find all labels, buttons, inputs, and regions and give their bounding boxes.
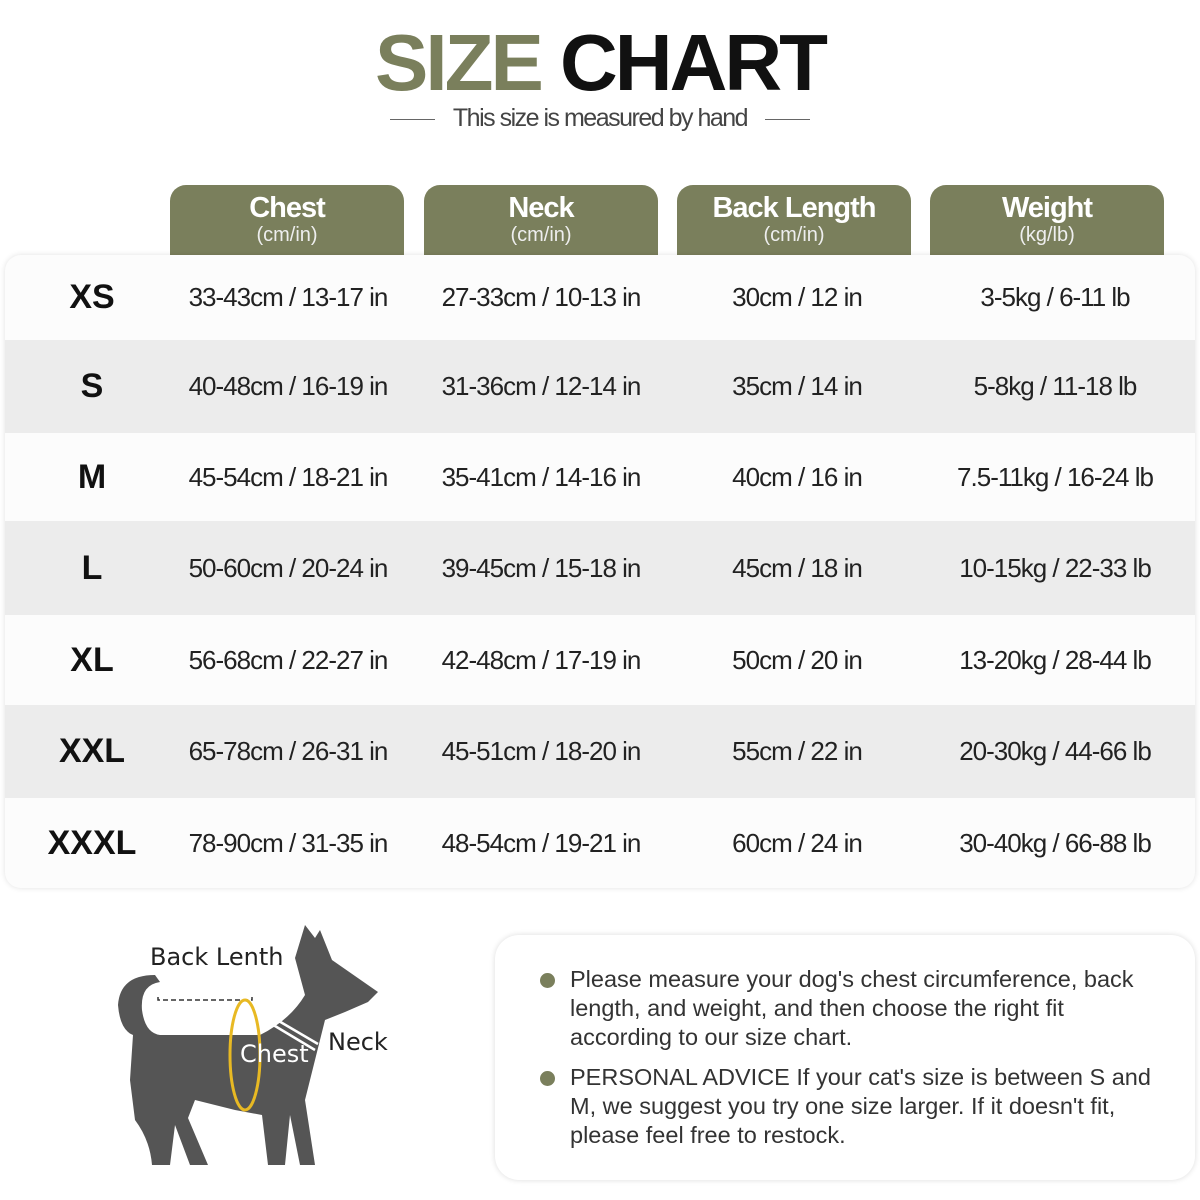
- cell-chest: 50-60cm / 20-24 in: [188, 552, 389, 583]
- size-table: XS 33-43cm / 13-17 in 27-33cm / 10-13 in 30…: [5, 255, 1195, 888]
- cell-weight: 5-8kg / 11-18 lb: [973, 371, 1138, 401]
- cell-neck: 27-33cm / 10-13 in: [441, 282, 642, 312]
- cell-size: S: [80, 367, 104, 405]
- table-row-xxxl: XXXL 78-90cm / 31-35 in 48-54cm / 19-21 in…: [5, 798, 1195, 888]
- cell-chest: 45-54cm / 18-21 in: [188, 461, 389, 492]
- note-text: PERSONAL ADVICE If your cat's size is be…: [570, 1064, 1151, 1148]
- divider: [765, 118, 811, 120]
- cell-neck: 42-48cm / 17-19 in: [441, 644, 642, 675]
- back-length-line: [157, 997, 253, 1001]
- cell-weight: 20-30kg / 44-66 lb: [959, 736, 1152, 766]
- cell-neck: 48-54cm / 19-21 in: [441, 827, 642, 858]
- title-chart: CHART: [560, 18, 828, 107]
- cell-neck: 31-36cm / 12-14 in: [441, 371, 642, 401]
- header-label: Weight: [1001, 192, 1093, 224]
- cell-size: L: [81, 548, 103, 587]
- cell-neck: 45-51cm / 18-20 in: [441, 736, 642, 766]
- cell-back: 45cm / 18 in: [732, 552, 863, 583]
- header-unit: (cm/in): [763, 224, 825, 246]
- chest-label: Chest: [240, 1040, 309, 1068]
- cell-size: XS: [69, 278, 115, 316]
- back-length-label: Back Lenth: [150, 943, 283, 971]
- cell-weight: 30-40kg / 66-88 lb: [959, 827, 1152, 858]
- table-row-xxl: XXL 65-78cm / 26-31 in 45-51cm / 18-20 in 5…: [5, 705, 1195, 798]
- table-row-m: M 45-54cm / 18-21 in 35-41cm / 14-16 in 40c…: [5, 433, 1195, 521]
- cell-back: 50cm / 20 in: [732, 644, 863, 675]
- cell-size: XXL: [58, 732, 126, 770]
- header-neck: Neck (cm/in): [424, 185, 658, 257]
- cell-weight: 3-5kg / 6-11 lb: [980, 282, 1130, 312]
- subtitle-text: This size is measured by hand: [452, 104, 749, 132]
- cell-chest: 33-43cm / 13-17 in: [188, 282, 389, 312]
- header-weight: Weight (kg/lb): [930, 185, 1164, 257]
- cell-back: 55cm / 22 in: [732, 736, 863, 766]
- cell-back: 35cm / 14 in: [732, 371, 863, 401]
- table-row-s: S 40-48cm / 16-19 in 31-36cm / 12-14 in 35c…: [5, 340, 1195, 433]
- header-label: Chest: [249, 192, 326, 224]
- table-row-xs: XS 33-43cm / 13-17 in 27-33cm / 10-13 in 30…: [5, 255, 1195, 340]
- cell-size: XL: [70, 640, 114, 679]
- title-size: SIZE: [374, 18, 544, 107]
- header-unit: (cm/in): [510, 224, 572, 246]
- header-label: Back Length: [712, 192, 876, 224]
- cell-weight: 7.5-11kg / 16-24 lb: [957, 461, 1154, 492]
- dog-silhouette-icon: [118, 925, 378, 1165]
- measurement-notes: Please measure your dog's chest circumfe…: [495, 935, 1195, 1180]
- header-label: Neck: [508, 192, 574, 224]
- cell-back: 60cm / 24 in: [732, 827, 863, 858]
- neck-collar: [269, 1015, 319, 1052]
- note-text: Please measure your dog's chest circumfe…: [570, 966, 1134, 1050]
- cell-size: XXXL: [47, 823, 137, 862]
- table-row-l: L 50-60cm / 20-24 in 39-45cm / 15-18 in 45c…: [5, 521, 1195, 615]
- header-unit: (kg/lb): [1019, 224, 1075, 246]
- note-item: Please measure your dog's chest circumfe…: [540, 965, 1160, 1052]
- page-title: SIZE CHART: [0, 22, 1200, 104]
- cell-neck: 39-45cm / 15-18 in: [441, 552, 642, 583]
- subtitle: This size is measured by hand: [0, 104, 1200, 133]
- chest-ring: [228, 998, 262, 1112]
- bullet-icon: [540, 1071, 555, 1086]
- bullet-icon: [540, 973, 555, 988]
- cell-back: 30cm / 12 in: [732, 282, 863, 312]
- cell-weight: 10-15kg / 22-33 lb: [959, 552, 1152, 583]
- table-row-xl: XL 56-68cm / 22-27 in 42-48cm / 17-19 in 50…: [5, 615, 1195, 705]
- note-item: PERSONAL ADVICE If your cat's size is be…: [540, 1063, 1160, 1150]
- cell-chest: 78-90cm / 31-35 in: [188, 827, 389, 858]
- cell-chest: 40-48cm / 16-19 in: [188, 371, 389, 401]
- header-chest: Chest (cm/in): [170, 185, 404, 257]
- cell-back: 40cm / 16 in: [732, 461, 863, 492]
- divider: [389, 118, 435, 120]
- cell-chest: 65-78cm / 26-31 in: [188, 736, 389, 766]
- cell-weight: 13-20kg / 28-44 lb: [959, 644, 1152, 675]
- header-unit: (cm/in): [256, 224, 318, 246]
- header-back-length: Back Length (cm/in): [677, 185, 911, 257]
- cell-size: M: [77, 457, 107, 496]
- neck-label: Neck: [328, 1028, 388, 1056]
- dog-measurement-diagram: Back Lenth Chest Neck: [118, 925, 388, 1165]
- cell-neck: 35-41cm / 14-16 in: [441, 461, 642, 492]
- cell-chest: 56-68cm / 22-27 in: [188, 644, 389, 675]
